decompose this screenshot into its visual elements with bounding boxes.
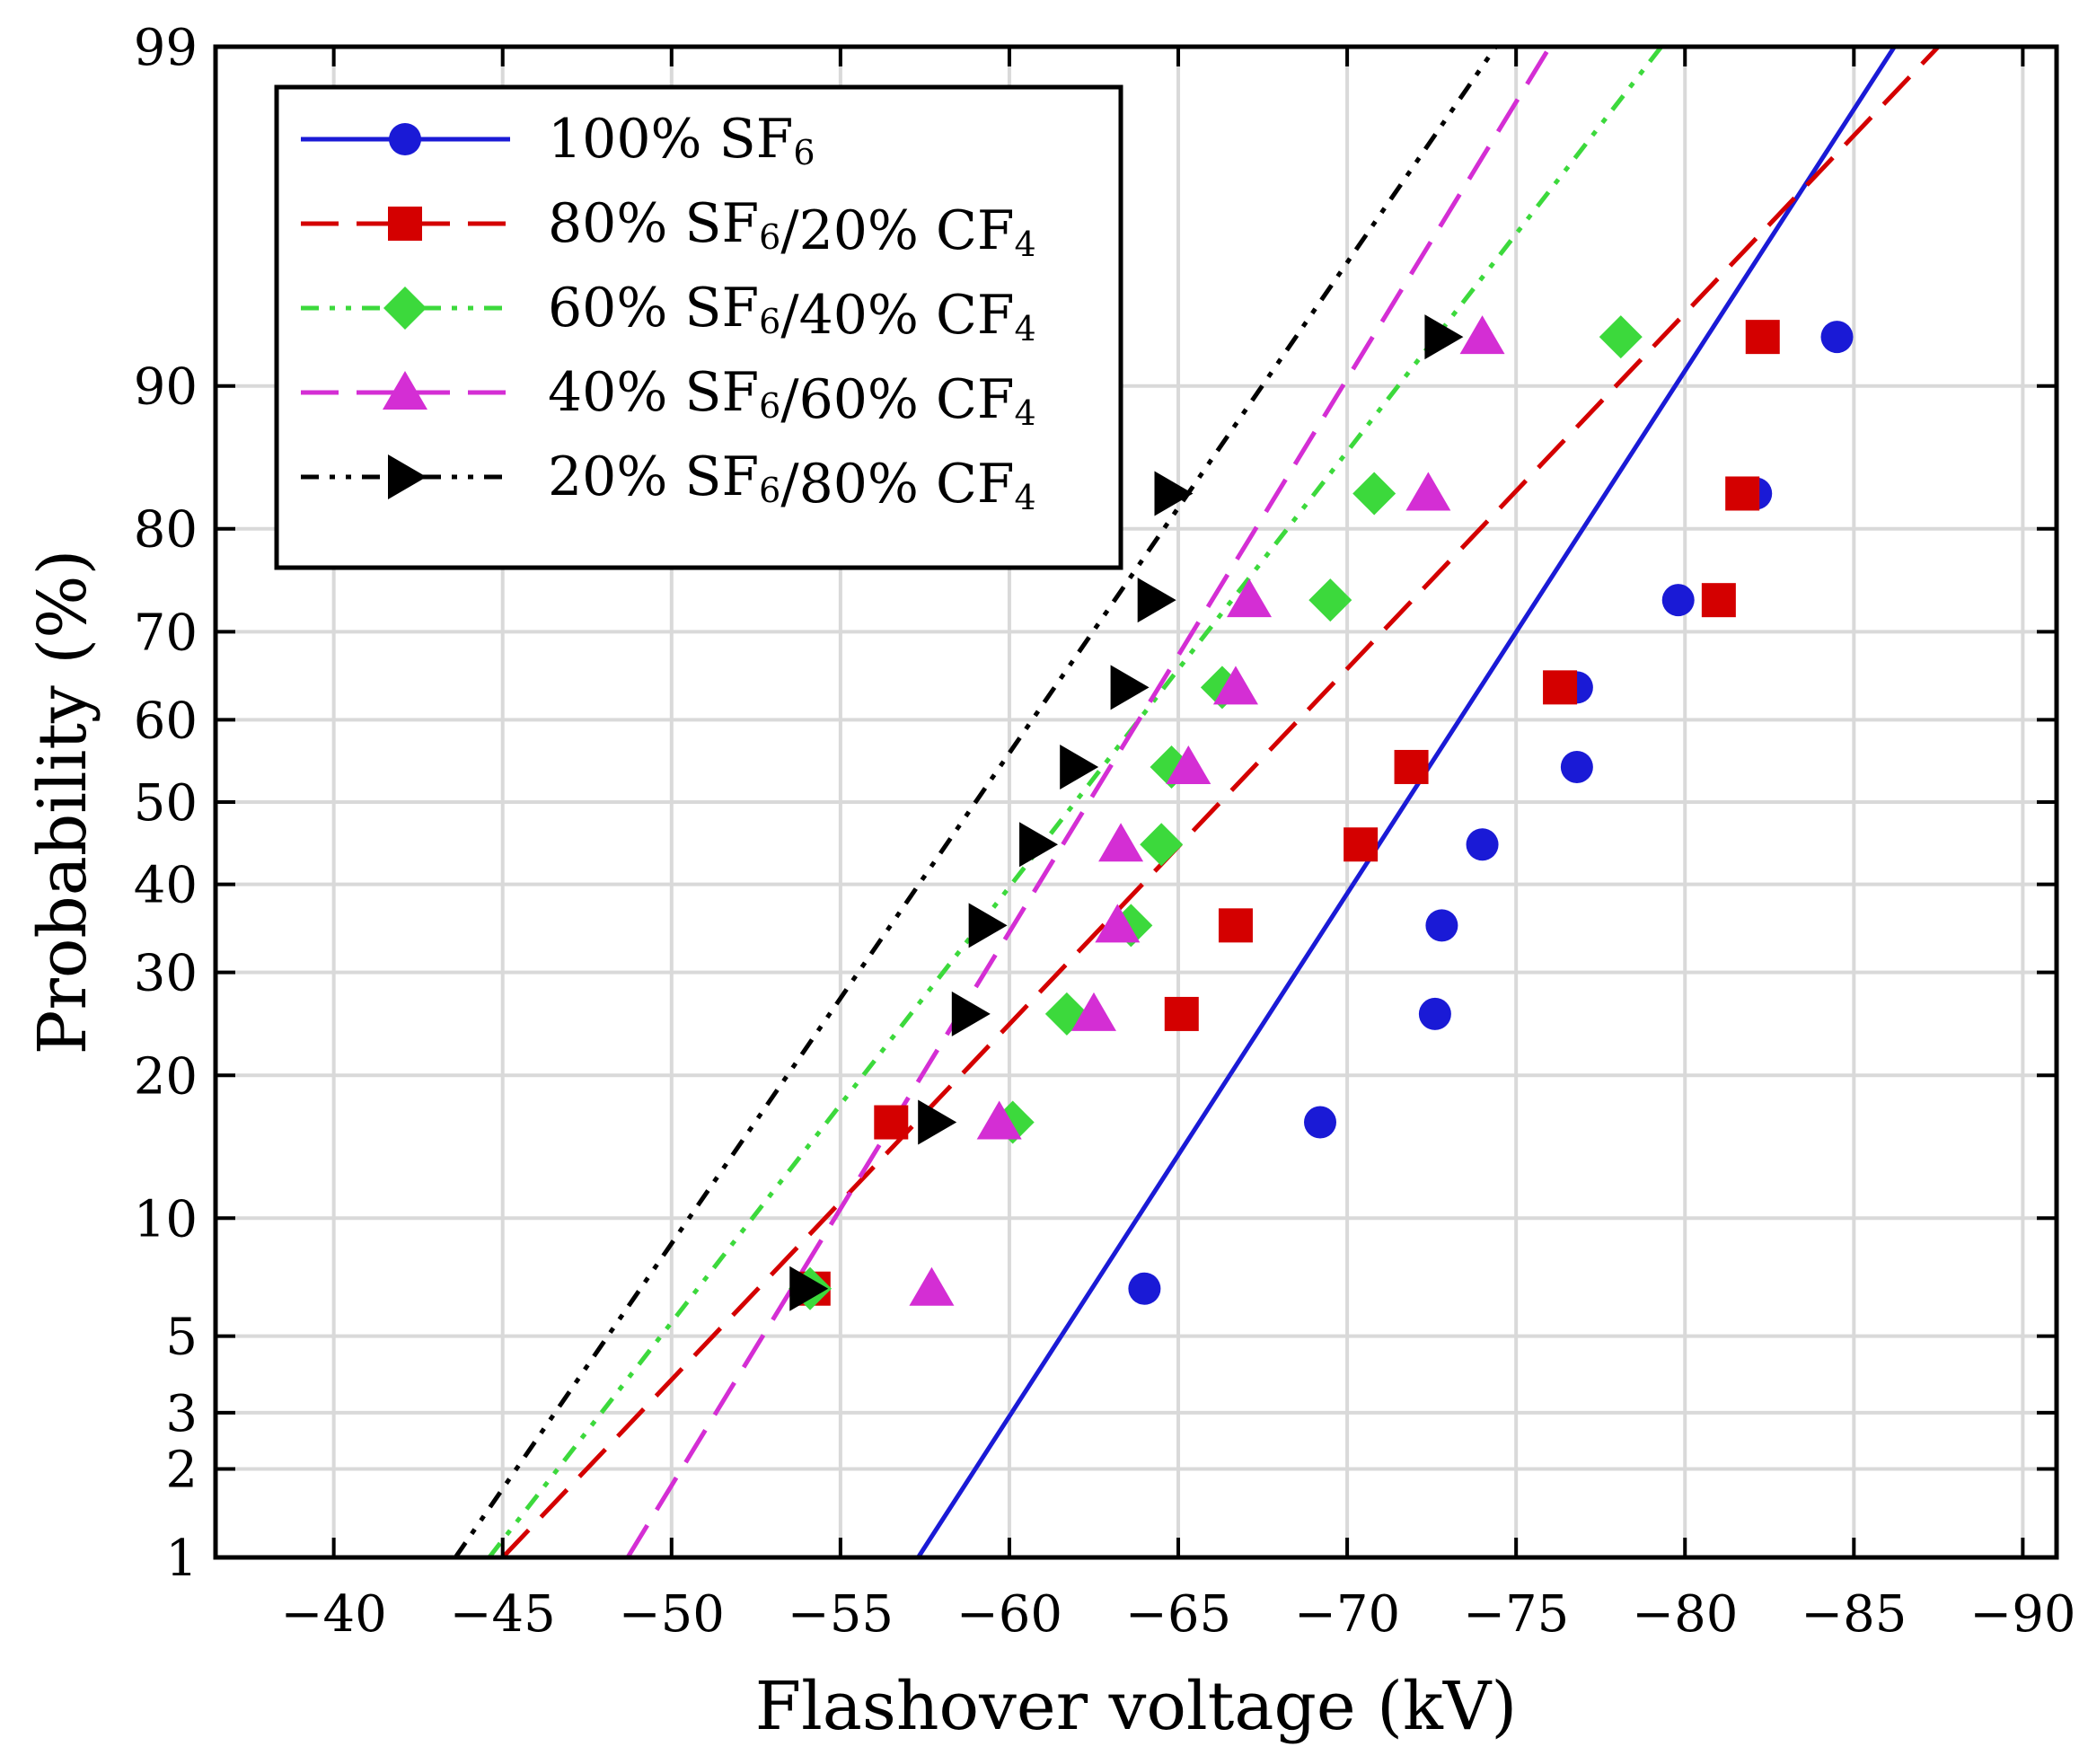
fit-line-series-3 xyxy=(625,47,1552,1557)
axis-ticks xyxy=(216,45,2057,1559)
y-tick-label: 5 xyxy=(165,1309,198,1367)
data-point-series-1 xyxy=(874,1105,909,1140)
data-point-series-3 xyxy=(1459,315,1505,355)
data-point-series-3 xyxy=(976,1100,1022,1140)
legend-marker-3 xyxy=(383,371,427,410)
x-tick-labels: −40 −45 −50 −55 −60 −65 −70 −75 −80 −85 −90 xyxy=(281,1585,2076,1644)
data-point-series-0 xyxy=(1304,1106,1336,1139)
y-tick-label: 30 xyxy=(134,945,198,1003)
data-point-series-4 xyxy=(951,991,991,1036)
data-point-series-3 xyxy=(1405,472,1451,511)
fit-line-series-4 xyxy=(454,47,1498,1557)
data-point-series-4 xyxy=(1137,578,1176,623)
legend: 100% SF6 80% SF6/20% CF4 60% SF6/40% CF4 40… xyxy=(274,84,1123,570)
data-point-series-0 xyxy=(1418,997,1451,1030)
x-tick-label: −60 xyxy=(956,1585,1062,1644)
x-tick-label: −45 xyxy=(450,1585,556,1644)
x-tick-label: −65 xyxy=(1125,1585,1231,1644)
data-point-series-2 xyxy=(1352,472,1396,516)
data-point-series-1 xyxy=(1164,996,1199,1031)
data-point-series-4 xyxy=(968,903,1008,948)
y-tick-label: 60 xyxy=(134,692,198,750)
data-point-series-4 xyxy=(1110,665,1150,710)
data-point-series-3 xyxy=(1212,666,1258,705)
data-point-series-0 xyxy=(1661,584,1695,617)
data-point-series-4 xyxy=(1019,822,1059,868)
y-tick-label: 70 xyxy=(134,604,198,662)
legend-box xyxy=(274,84,1123,570)
fit-line-series-1 xyxy=(500,47,1941,1557)
data-point-series-2 xyxy=(1308,578,1352,622)
data-point-series-1 xyxy=(1725,476,1760,511)
data-point-series-0 xyxy=(1425,909,1458,942)
x-tick-label: −50 xyxy=(619,1585,725,1644)
x-tick-label: −75 xyxy=(1463,1585,1569,1644)
data-point-series-3 xyxy=(1070,992,1116,1031)
legend-marker-4 xyxy=(388,454,427,499)
data-point-series-4 xyxy=(918,1099,957,1145)
data-point-series-0 xyxy=(1820,321,1854,354)
y-tick-label: 3 xyxy=(165,1385,198,1443)
data-point-series-1 xyxy=(1701,583,1736,618)
y-tick-label: 1 xyxy=(165,1530,198,1588)
data-point-series-1 xyxy=(1218,908,1253,943)
x-axis-title: Flashover voltage (kV) xyxy=(755,1668,1517,1745)
fit-line-series-2 xyxy=(487,47,1663,1557)
legend-label-2: 60% SF6/40% CF4 xyxy=(548,277,1036,348)
data-point-series-0 xyxy=(1560,750,1593,783)
data-point-series-1 xyxy=(1745,320,1780,355)
data-point-series-4 xyxy=(1424,314,1464,360)
x-tick-label: −70 xyxy=(1294,1585,1400,1644)
legend-marker-0 xyxy=(389,123,421,155)
data-point-series-3 xyxy=(1227,578,1273,618)
y-tick-labels: 1 23 5 10 20 30 40 50 60 70 80 90 99 xyxy=(134,19,198,1588)
data-point-series-2 xyxy=(1599,315,1643,359)
y-tick-label: 20 xyxy=(134,1047,198,1106)
fit-line-series-0 xyxy=(916,47,1897,1557)
x-tick-label: −80 xyxy=(1632,1585,1738,1644)
x-tick-label: −55 xyxy=(788,1585,894,1644)
data-point-series-3 xyxy=(1166,745,1211,784)
fit-lines xyxy=(454,47,1941,1557)
data-point-series-4 xyxy=(789,1266,829,1311)
data-point-series-2 xyxy=(1140,823,1184,867)
data-point-series-3 xyxy=(909,1266,955,1306)
legend-label-1: 80% SF6/20% CF4 xyxy=(548,192,1036,264)
y-tick-label: 99 xyxy=(134,19,198,77)
y-tick-label: 40 xyxy=(134,857,198,915)
x-tick-label: −90 xyxy=(1969,1585,2075,1644)
y-tick-label: 90 xyxy=(134,358,198,417)
data-point-series-4 xyxy=(1154,471,1194,516)
data-markers xyxy=(789,314,1854,1311)
data-point-series-3 xyxy=(1098,823,1144,862)
data-point-series-1 xyxy=(1543,670,1578,705)
legend-label-0: 100% SF6 xyxy=(548,108,815,172)
y-tick-label: 10 xyxy=(134,1190,198,1248)
data-point-series-0 xyxy=(1128,1272,1161,1305)
data-point-series-3 xyxy=(1095,904,1141,943)
y-axis-title: Probability (%) xyxy=(24,550,101,1055)
data-point-series-1 xyxy=(1394,749,1429,784)
legend-marker-1 xyxy=(388,207,422,241)
legend-label-4: 20% SF6/80% CF4 xyxy=(548,445,1036,517)
x-tick-label: −85 xyxy=(1801,1585,1907,1644)
y-tick-label: 80 xyxy=(134,501,198,560)
x-tick-label: −40 xyxy=(281,1585,387,1644)
y-tick-label: 2 xyxy=(165,1441,198,1499)
data-point-series-0 xyxy=(1466,828,1499,861)
legend-label-3: 40% SF6/60% CF4 xyxy=(548,361,1036,433)
y-tick-label: 50 xyxy=(134,774,198,833)
data-point-series-4 xyxy=(1060,744,1099,789)
legend-marker-2 xyxy=(383,287,427,330)
data-point-series-1 xyxy=(1344,827,1379,862)
